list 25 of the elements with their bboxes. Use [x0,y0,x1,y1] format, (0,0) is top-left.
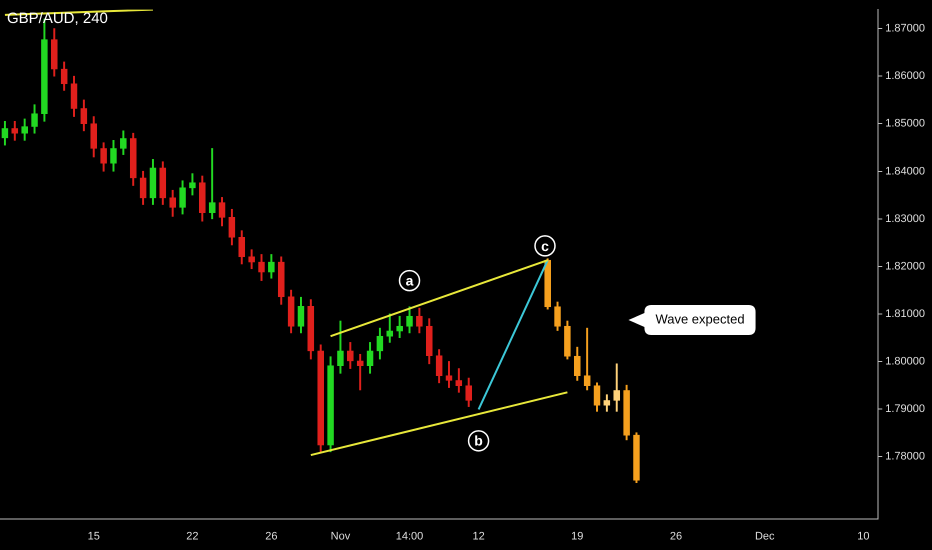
x-tick-label: 19 [571,530,584,542]
y-tick-label: 1.83000 [885,212,926,225]
y-tick-label: 1.86000 [885,70,926,82]
annotation: Wave expected [655,312,745,327]
y-tick-label: 1.79000 [885,403,926,416]
annotation: b [474,432,483,449]
x-tick-label: Nov [330,530,351,542]
x-tick-label: 12 [472,530,485,542]
x-tick-label: 15 [88,530,100,542]
y-tick-label: 1.85000 [885,118,926,130]
y-tick-label: 1.87000 [885,22,926,35]
annotation: a [406,272,414,288]
x-tick-label: Dec [754,530,776,542]
x-tick-label: 26 [265,530,278,542]
y-tick-label: 1.84000 [885,165,926,178]
x-tick-label: 22 [186,530,199,542]
x-tick-label: 26 [670,530,682,542]
y-tick-label: 1.78000 [885,450,926,463]
y-tick-label: 1.82000 [885,260,926,272]
x-tick-label: 10 [857,530,870,542]
y-tick-label: 1.80000 [885,355,926,368]
y-tick-label: 1.81000 [885,308,926,320]
annotation: c [541,238,550,254]
x-tick-label: 14:00 [396,530,424,542]
chart-title: GBP/AUD, 240 [7,10,108,28]
